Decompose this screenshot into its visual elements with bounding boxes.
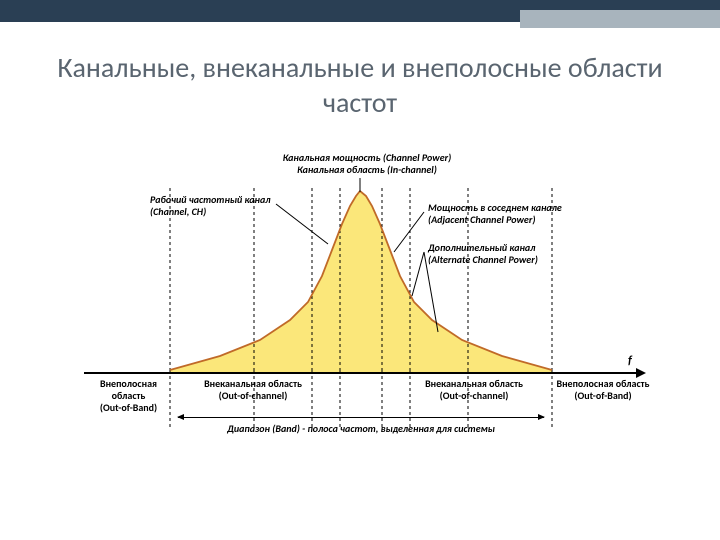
header-bar — [0, 0, 720, 22]
page-title: Канальные, внеканальные и внеполосные об… — [40, 50, 680, 120]
callout-label: Дополнительный канал(Alternate Channel P… — [428, 242, 598, 266]
callout-en: (Alternate Channel Power) — [428, 253, 538, 266]
frequency-diagram: f Внеполосная область(Out-of-Band)Внекан… — [50, 152, 670, 472]
callout-en: Канальная область (In-channel) — [297, 163, 437, 176]
header-accent — [520, 10, 720, 28]
callout-ru: Рабочий частотный канал (Channel, CH) — [150, 193, 271, 218]
callout-label: Канальная мощность (Channel Power)Каналь… — [262, 152, 472, 176]
callout-en: (Adjacent Channel Power) — [428, 213, 535, 226]
callout-label: Рабочий частотный канал (Channel, CH) — [150, 194, 280, 218]
callout-label: Мощность в соседнем канале(Adjacent Chan… — [428, 202, 598, 226]
callout-leaders — [50, 152, 670, 452]
